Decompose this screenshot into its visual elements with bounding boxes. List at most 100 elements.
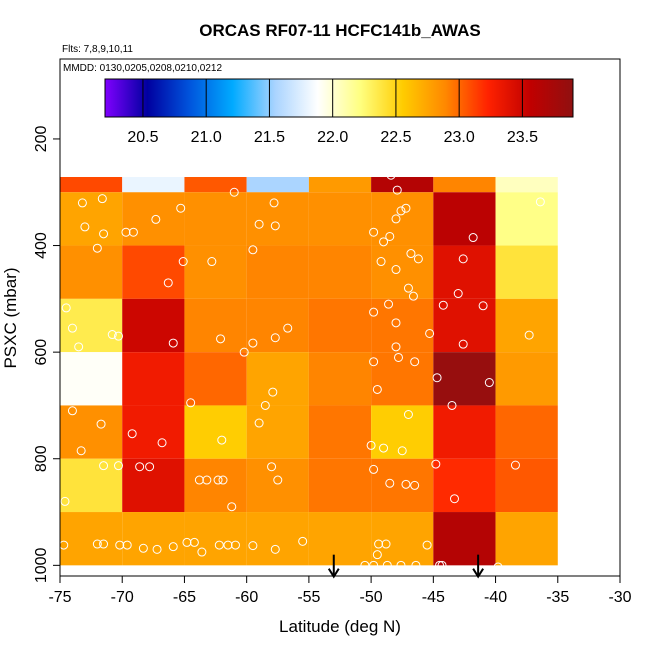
sample-point (484, 378, 494, 388)
sample-point (214, 540, 224, 550)
sample-point (213, 475, 223, 485)
sample-point (248, 245, 258, 255)
heatmap-cell (122, 352, 185, 406)
flights-note: Flts: 7,8,9,10,11 (62, 44, 133, 55)
heatmap-cell (495, 352, 558, 406)
sample-point (410, 480, 420, 490)
heatmap-cell (184, 298, 247, 353)
sample-point (113, 331, 123, 341)
heatmap-cell (371, 245, 434, 299)
heatmap-cell (184, 245, 247, 299)
sample-point (510, 460, 520, 470)
colorbar-tick-label: 23.5 (507, 129, 538, 146)
sample-point (372, 550, 382, 560)
sample-point (135, 462, 145, 472)
colorbar-tick-label: 20.5 (127, 129, 158, 146)
sample-point (437, 560, 447, 570)
heatmap-cell (433, 192, 496, 246)
sample-point (121, 227, 131, 237)
sample-point (254, 219, 264, 229)
chart-title: ORCAS RF07-11 HCFC141b_AWAS (199, 21, 481, 40)
sample-point (372, 384, 382, 394)
sample-point (223, 540, 233, 550)
x-tick-label: -65 (173, 589, 196, 606)
heatmap-cell (308, 512, 372, 566)
sample-point (99, 539, 109, 549)
sample-point (458, 254, 468, 264)
sample-point (283, 323, 293, 333)
x-tick-label: -35 (546, 589, 569, 606)
heatmap-cell (433, 245, 496, 299)
heatmap-cell (371, 192, 434, 246)
sample-point (248, 338, 258, 348)
sample-point (60, 496, 70, 506)
sample-point (392, 185, 402, 195)
sample-point (391, 214, 401, 224)
heatmap-cell (495, 192, 558, 246)
sample-point (369, 227, 379, 237)
sample-point (178, 257, 188, 267)
sample-point (127, 429, 137, 439)
sample-point (122, 540, 132, 550)
colorbar-panel (60, 59, 620, 177)
heatmap-cell (495, 512, 558, 566)
sample-point (207, 257, 217, 267)
colorbar-tick-label: 22.5 (380, 129, 411, 146)
y-axis-label: PSXC (mbar) (1, 267, 20, 368)
sample-point (227, 502, 237, 512)
heatmap-cell (122, 192, 185, 246)
colorbar-ticks: 20.5 21.0 21.5 22.0 22.5 23.0 23.5 (127, 79, 538, 146)
sample-point (76, 446, 86, 456)
plot-frame (59, 58, 621, 577)
heatmap-cell (308, 298, 372, 353)
sample-point (248, 541, 258, 551)
sample-point (401, 479, 411, 489)
y-tick-label: 200 (33, 126, 50, 153)
heatmap-cell (308, 458, 372, 513)
heatmap-cell (60, 512, 123, 566)
heatmap-cell (246, 352, 309, 406)
sample-point (449, 494, 459, 504)
sample-point (268, 387, 278, 397)
sample-point (403, 283, 413, 293)
sample-point (382, 560, 392, 570)
arrow-marker (327, 554, 340, 579)
heatmap-cell (246, 192, 309, 246)
x-tick-label: -50 (360, 589, 383, 606)
heatmap-cell (433, 352, 496, 406)
sample-point (273, 475, 283, 485)
sample-point (396, 560, 406, 570)
sample-point (270, 333, 280, 343)
heatmap-cell (495, 245, 558, 299)
heatmap-cell (122, 298, 185, 353)
x-tick-label: -70 (111, 589, 134, 606)
sample-point (396, 206, 406, 216)
sample-point (229, 187, 239, 197)
sample-point (270, 544, 280, 554)
sample-point (410, 357, 420, 367)
heatmap-cell (184, 352, 247, 406)
heatmap-cell (184, 458, 247, 513)
sample-point (157, 438, 167, 448)
sample-point (447, 400, 457, 410)
dates-note: MMDD: 0130,0205,0208,0210,0212 (63, 63, 222, 74)
heatmap-cell (495, 405, 558, 459)
sample-point (217, 435, 227, 445)
sample-point (535, 197, 545, 207)
heatmap-cell (371, 405, 434, 459)
sample-point (230, 540, 240, 550)
heatmap-cell (495, 458, 558, 513)
heatmap-cell (433, 458, 496, 513)
sample-point (189, 537, 199, 547)
sample-point (152, 544, 162, 554)
heatmap-cell (122, 245, 185, 299)
sample-point (369, 560, 379, 570)
heatmap-cell (60, 458, 123, 513)
sample-point (182, 537, 192, 547)
sample-point (379, 237, 389, 247)
y-tick-label: 1000 (33, 547, 50, 583)
sample-point (411, 560, 421, 570)
sample-point (74, 342, 84, 352)
sample-point (391, 265, 401, 275)
sample-point (176, 203, 186, 213)
